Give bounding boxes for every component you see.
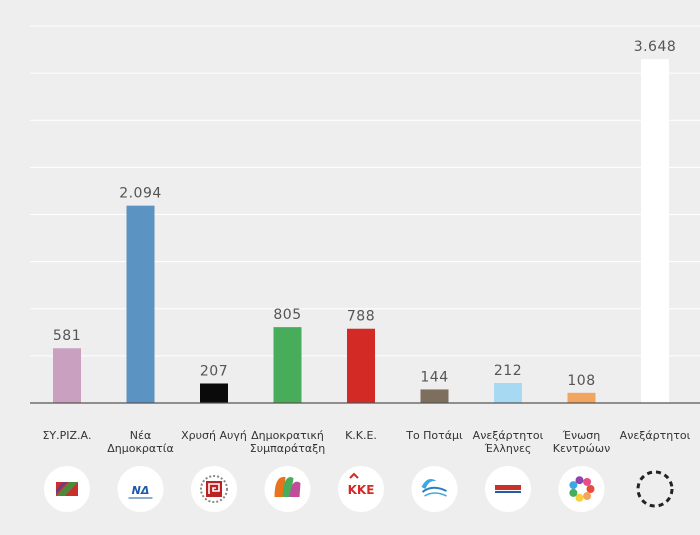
svg-text:ΝΔ: ΝΔ xyxy=(132,484,150,497)
bar xyxy=(200,383,228,403)
category-label: Κ.Κ.Ε. xyxy=(345,429,377,442)
bar xyxy=(126,205,155,403)
category-label: Συμπαράταξη xyxy=(250,442,325,455)
value-label: 144 xyxy=(420,369,448,385)
golden-dawn-logo-icon xyxy=(191,466,237,512)
bar xyxy=(347,328,375,403)
bar xyxy=(494,383,522,403)
category-label: Ανεξάρτητοι xyxy=(473,429,544,442)
syriza-logo-icon xyxy=(44,466,90,512)
category-label: Το Ποτάμι xyxy=(405,429,463,442)
bar xyxy=(567,392,596,403)
value-label: 805 xyxy=(273,307,301,323)
bars xyxy=(53,59,669,404)
potami-logo-icon xyxy=(411,466,458,512)
value-labels: 581 2.094 207 805 788 144 212 108 3.648 xyxy=(53,39,676,389)
nd-logo-icon: ΝΔ xyxy=(117,466,164,512)
value-label: 581 xyxy=(53,328,81,344)
bar xyxy=(420,389,449,403)
value-label: 788 xyxy=(347,309,375,325)
independents-dashed-circle-icon xyxy=(636,470,674,508)
party-logos: ΝΔ ΚΚΕ xyxy=(44,466,674,512)
category-label: Ανεξάρτητοι xyxy=(620,429,691,442)
bar xyxy=(641,59,669,404)
category-label: Έλληνες xyxy=(484,442,532,455)
category-label: Κεντρώων xyxy=(553,442,610,455)
category-label: Χρυσή Αυγή xyxy=(181,429,247,442)
value-label: 3.648 xyxy=(634,39,677,55)
value-label: 108 xyxy=(567,373,595,389)
category-label: Δημοκρατική xyxy=(251,429,324,442)
anel-logo-icon xyxy=(485,466,531,512)
value-label: 212 xyxy=(494,363,522,379)
kke-logo-icon: ΚΚΕ xyxy=(338,466,384,512)
svg-text:ΚΚΕ: ΚΚΕ xyxy=(348,483,375,497)
category-label: ΣΥ.ΡΙΖ.Α. xyxy=(42,429,91,442)
union-centrists-logo-icon xyxy=(558,466,605,512)
bar xyxy=(273,327,302,403)
category-label: Νέα xyxy=(130,429,151,442)
category-label: Ένωση xyxy=(562,429,601,442)
value-label: 207 xyxy=(200,363,228,379)
category-label: Δημοκρατία xyxy=(107,442,174,455)
pasok-logo-icon xyxy=(264,466,311,512)
bar xyxy=(53,348,81,403)
value-label: 2.094 xyxy=(119,186,162,202)
